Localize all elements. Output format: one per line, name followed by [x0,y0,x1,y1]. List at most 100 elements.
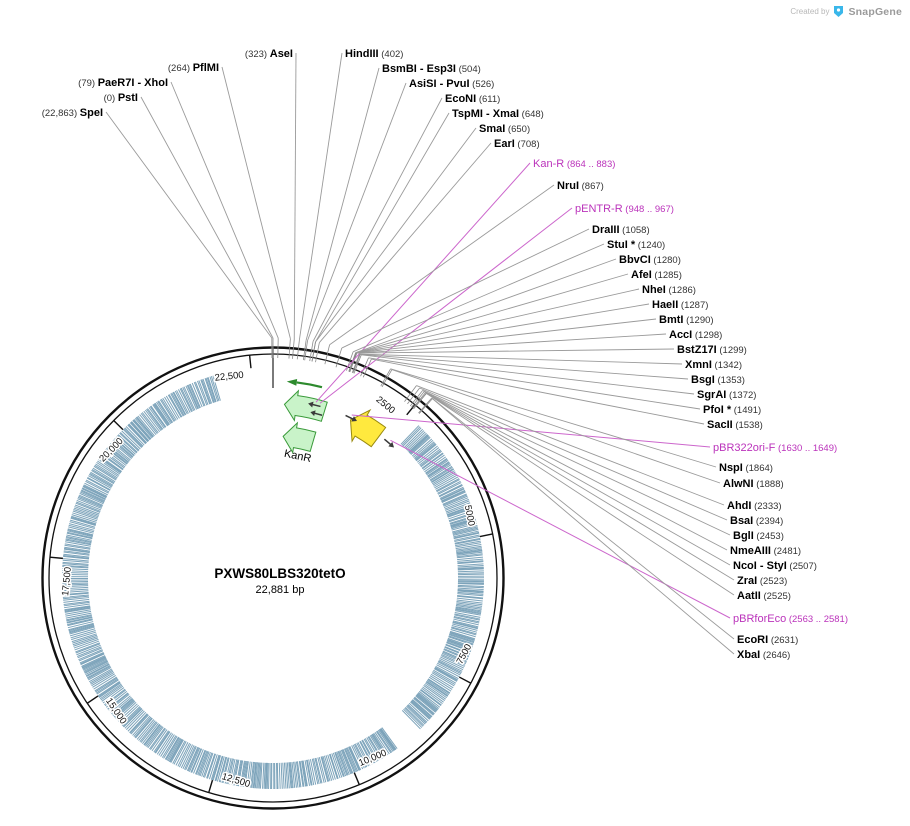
feature-arrow-promoter-arrow[interactable] [296,381,323,389]
site-tick [93,465,117,481]
label-bstz17i[interactable]: BstZ17I (1299) [677,344,747,356]
label-bmti[interactable]: BmtI (1290) [659,314,714,326]
label-kan-r[interactable]: Kan-R (864 .. 883) [533,158,615,170]
label-aatii[interactable]: AatII (2525) [737,590,791,602]
site-tick [72,510,98,520]
label-acci[interactable]: AccI (1298) [669,329,722,341]
site-tick [290,762,294,789]
label-bbvci[interactable]: BbvCI (1280) [619,254,681,266]
feature-arrow-kanr[interactable] [283,389,328,422]
site-tick [182,387,195,412]
site-tick [452,620,479,628]
site-tick [116,702,137,721]
site-tick [404,430,425,450]
site-tick [452,525,478,533]
major-tick [458,676,472,684]
site-tick [432,471,456,486]
callout-line-sgrai [361,354,695,395]
site-tick [439,484,463,498]
label-pfoi[interactable]: PfoI * (1491) [703,404,761,416]
site-tick [145,725,162,747]
callout-line-asei [293,52,297,339]
label-nhei[interactable]: NheI (1286) [642,284,696,296]
site-tick [172,391,186,416]
label-xbai[interactable]: XbaI (2646) [737,649,790,661]
label-bsgi[interactable]: BsgI (1353) [691,374,745,386]
label-ahdi[interactable]: AhdI (2333) [727,500,782,512]
label-haeii[interactable]: HaeII (1287) [652,299,708,311]
feature-arrow-kanr-inner[interactable] [282,421,317,454]
label-stui[interactable]: StuI * (1240) [607,239,665,251]
site-tick [434,666,459,681]
label-asei[interactable]: (323) AseI [245,48,293,60]
label-pflmi[interactable]: (264) PflMI [168,62,219,74]
site-tick [377,729,394,752]
site-tick [304,760,311,786]
feature-arrow-ori[interactable] [349,408,387,448]
label-ecori[interactable]: EcoRI (2631) [737,634,798,646]
label-ncoi-styi[interactable]: NcoI - StyI (2507) [733,560,817,572]
label-pentr-r[interactable]: pENTR-R (948 .. 967) [575,203,674,215]
site-tick [345,747,358,772]
label-alwni[interactable]: AlwNI (1888) [723,478,784,490]
label-zrai[interactable]: ZraI (2523) [737,575,787,587]
site-tick [343,748,355,773]
label-psti[interactable]: (0) PstI [104,92,138,104]
callout-line-bmti [356,318,657,354]
site-tick [62,582,89,585]
site-tick [256,762,260,789]
site-tick [155,731,171,754]
site-tick [413,441,435,459]
site-tick [129,713,149,734]
label-hindiii[interactable]: HindIII (402) [345,48,403,60]
site-tick [66,615,92,622]
label-nmeaiii[interactable]: NmeAIII (2481) [730,545,801,557]
label-asisi-pvui[interactable]: AsiSI - PvuI (526) [409,78,494,90]
site-tick [167,394,182,418]
label-eari[interactable]: EarI (708) [494,138,540,150]
label-sgrai[interactable]: SgrAI (1372) [697,389,756,401]
site-tick [406,705,426,725]
site-tick [75,642,100,653]
feature-arrowhead-promoter-arrow [286,379,298,386]
label-xmni[interactable]: XmnI (1342) [685,359,742,371]
label-bsai[interactable]: BsaI (2394) [730,515,783,527]
site-tick [306,759,313,786]
site-tick [77,647,102,659]
site-tick [81,488,106,501]
site-tick [129,422,149,443]
label-afei[interactable]: AfeI (1285) [631,269,682,281]
site-tick [440,656,465,669]
site-tick [446,641,472,652]
label-nspi[interactable]: NspI (1864) [719,462,773,474]
label-econi[interactable]: EcoNI (611) [445,93,500,105]
label-smai[interactable]: SmaI (650) [479,123,530,135]
site-tick [121,706,142,726]
site-tick [109,444,130,462]
site-tick [99,457,122,474]
enzyme-site-tick [288,338,291,359]
label-draiii[interactable]: DraIII (1058) [592,224,650,236]
site-tick [64,603,90,609]
label-nrui[interactable]: NruI (867) [557,180,604,192]
site-tick [188,384,201,409]
feature-label-kanr[interactable]: KanR [283,448,312,465]
label-paer7i-xhoi[interactable]: (79) PaeR7I - XhoI [78,77,168,89]
site-tick [288,762,292,789]
site-tick [144,409,162,432]
site-tick [62,595,89,600]
label-pbr322ori-f[interactable]: pBR322ori-F (1630 .. 1649) [713,442,837,454]
label-tspmi-xmai[interactable]: TspMI - XmaI (648) [452,108,544,120]
label-bgli[interactable]: BglI (2453) [733,530,784,542]
label-sacii[interactable]: SacII (1538) [707,419,763,431]
label-spei[interactable]: (22,863) SpeI [42,107,103,119]
site-tick [289,762,293,789]
site-tick [301,760,307,787]
site-tick [71,633,97,643]
site-tick [455,542,482,548]
label-bsmbi-esp3i[interactable]: BsmBI - Esp3I (504) [382,63,481,75]
label-pbrforeco[interactable]: pBRforEco (2563 .. 2581) [733,613,848,625]
site-tick [197,750,208,776]
site-tick [437,482,462,495]
credit-brand: SnapGene [848,5,902,18]
